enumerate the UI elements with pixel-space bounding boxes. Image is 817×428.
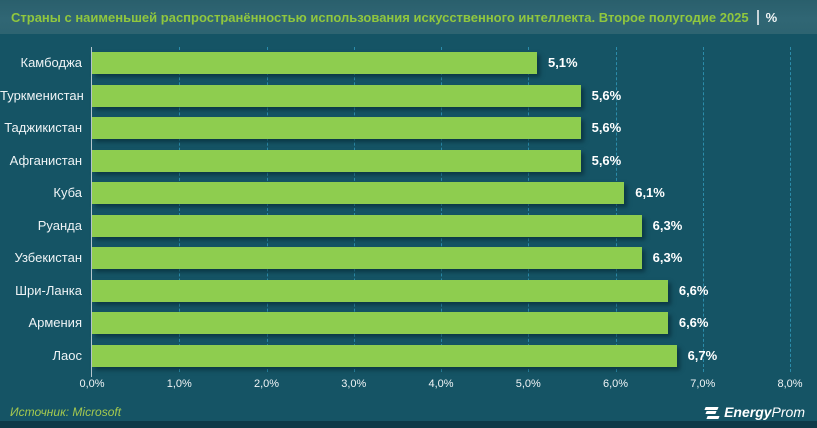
category-label: Куба [53,185,82,200]
y-axis-line [90,47,92,377]
energyprom-stripes-icon [704,406,720,419]
x-tick-label: 1,0% [166,378,192,390]
bar-row: 5,6% [92,145,790,178]
x-tick-label: 2,0% [253,378,280,390]
bar [92,52,537,75]
x-tick-label: 3,0% [341,378,367,390]
bar [92,117,581,140]
category-label: Таджикистан [4,120,82,135]
bottom-strip [0,421,817,428]
logo-text-bold: Energy [724,404,772,420]
category-label: Афганистан [9,152,82,168]
source-text: Источник: Microsoft [10,405,122,419]
logo-text-regular: Prom [771,404,805,420]
value-label: 6,6% [678,315,709,330]
header-bar: Страны с наименьшей распространённостью … [0,0,817,34]
plot-area: 5,1% 5,6% 5,6% 5,6% 6,1% 6,3% 6,3% 6,6% 6,6% 6,7% [90,47,791,377]
x-tick-label: 4,0% [428,378,454,390]
value-label: 6,6% [678,282,709,298]
value-label: 5,6% [591,120,622,135]
x-tick-label: 5,0% [515,378,541,390]
gridline [353,47,355,372]
bar [92,149,581,172]
category-label: Армения [28,315,82,330]
value-label: 6,7% [687,347,718,363]
value-label: 5,1% [547,55,578,70]
bar-row: 5,6% [92,112,790,145]
gridline [615,47,617,372]
bar [92,247,642,270]
bar-row: 6,6% [92,307,790,340]
bar [92,182,625,205]
x-tick-label: 8,0% [777,378,803,390]
unit-label: % [765,9,778,25]
energyprom-logo: EnergyProm [704,404,805,420]
gridline [528,47,530,372]
category-label: Шри-Ланка [15,282,82,298]
gridline [441,47,442,372]
bar [92,312,668,335]
title-separator [756,9,759,25]
x-tick-label: 0,0% [79,378,105,390]
x-axis-labels: 0,0% 1,0% 2,0% 3,0% 4,0% 5,0% 6,0% 7,0% 8,0% [79,378,802,394]
category-label: Туркменистан [0,87,84,103]
bar-row: 5,6% [92,80,790,113]
bar-row: 6,6% [92,275,790,308]
category-label: Лаос [52,347,83,363]
value-label: 6,1% [635,185,665,200]
bar-row: 6,7% [92,340,790,373]
chart-title: Страны с наименьшей распространённостью … [11,9,749,25]
bar-row: 6,3% [92,242,790,275]
category-label: Камбоджа [20,55,83,70]
chart-area: Камбоджа Туркменистан Таджикистан Афганиста… [0,34,817,403]
bar-row: 5,1% [92,47,790,80]
bar-row: 6,3% [92,210,790,243]
bar [92,279,668,302]
gridline [790,47,791,372]
category-label: Узбекистан [14,250,82,265]
gridline [702,47,704,372]
bar [92,84,581,107]
bar [92,214,642,237]
value-label: 6,3% [652,217,683,233]
category-label: Руанда [37,217,82,233]
x-tick-label: 7,0% [690,378,716,390]
value-label: 5,6% [591,87,622,103]
bar [92,344,677,367]
value-label: 5,6% [591,152,622,168]
value-label: 6,3% [652,250,683,265]
gridline [266,47,268,372]
gridline [179,47,181,372]
energyprom-logo-text: EnergyProm [724,404,805,420]
x-tick-label: 6,0% [602,378,629,390]
footer-bar: Источник: Microsoft EnergyProm [0,403,817,421]
bar-row: 6,1% [92,177,790,210]
